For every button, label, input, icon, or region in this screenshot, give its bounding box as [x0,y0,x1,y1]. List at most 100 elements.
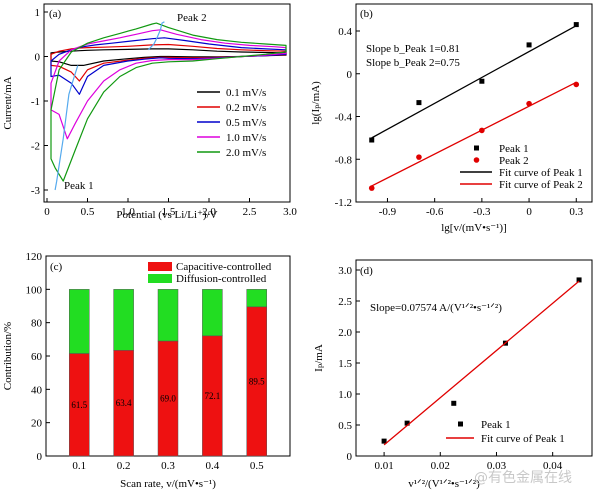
panel-b-ytick-label: 0.4 [338,26,352,38]
legend-label-2: Peak 2 [499,155,529,167]
panel-b: (b) -0.9 -0.6 -0.3 0 0.3 0.4 0 -0.4 -0.8 -1.2 Slo… [310,3,593,234]
panel-d-ylabel: Iₚ/mA [313,344,325,372]
legend-label-2: 0.2 mV/s [226,102,266,114]
peak-1-point [451,400,457,406]
panel-d-xtick-label: 0.02 [431,460,450,472]
diffusion-bar [202,289,223,337]
panel-c-ytick-label: 60 [31,351,43,363]
peak-1-point [404,420,410,426]
panel-a-xtick-label: 2.5 [243,206,257,218]
panel-b-ytick-label: -1.2 [335,197,352,209]
panel-b-ticks: -0.9 -0.6 -0.3 0 0.3 0.4 0 -0.4 -0.8 -1.2 [335,26,584,218]
panel-d-ticks: 0.01 0.02 0.03 0.04 3.0 2.5 2.0 1.5 1.0 0.5 0 [338,265,563,472]
panel-c-ytick-label: 0 [37,451,43,463]
panel-d-xtick-label: 0.04 [543,460,563,472]
panel-a-ytick-label: 1 [35,7,41,19]
panel-a-series [50,22,287,182]
slope-annotation: Slope=0.07574 A/(V¹ᐟ²•s⁻¹ᐟ²) [370,302,502,314]
panel-c-xtick-label: 0.4 [205,460,219,472]
panel-b-xlabel: lg[v/(mV•s⁻¹)] [441,222,507,234]
panel-c-ytick-label: 80 [31,318,43,330]
panel-a-xtick-label: 1.0 [121,206,135,218]
panel-a-xlabel: Potential (vs Li/Li⁺)/V [116,209,217,221]
panel-d-ytick-label: 0.5 [338,420,352,432]
panel-d-ytick-label: 1.0 [338,389,352,401]
panel-d-ytick-label: 0 [347,451,353,463]
peak-1-point [576,277,582,283]
panel-d-ytick-label: 3.0 [338,265,352,277]
panel-b-label: (b) [360,8,373,20]
legend-label-4: 1.0 mV/s [226,132,266,144]
panel-c-bars: 61.5 63.4 69.0 72.1 89.5 [69,289,267,457]
panel-a-ytick-label: -3 [31,185,41,197]
legend-label-3: 0.5 mV/s [226,117,266,129]
legend-label-1: Peak 1 [481,419,511,431]
panel-a-label: (a) [49,8,62,20]
panel-a-ytick-label: -1 [31,96,40,108]
peak-2-point [416,154,422,160]
fit-line-peak-1 [383,280,580,446]
panel-b-ytick-label: 0 [347,69,353,81]
panel-d-legend: Peak 1 Fit curve of Peak 1 [446,419,565,445]
panel-a-xtick-label: 3.0 [283,206,297,218]
slope-peak-1-annotation: Slope b_Peak 1=0.81 [366,43,460,55]
panel-b-series [368,22,580,191]
panel-c-xtick-label: 0.5 [250,460,264,472]
legend-label-5: 2.0 mV/s [226,147,266,159]
panel-b-xtick-label: 0.3 [569,206,583,218]
peak-1-point [369,137,375,143]
panel-a-ticks: 0 0.5 1.0 1.5 2.0 2.5 3.0 1 0 -1 -2 -3 [31,7,298,218]
capacitive-bar-value: 72.1 [204,391,220,401]
legend-label-3: Fit curve of Peak 1 [499,167,583,179]
peak-1-point [573,22,579,28]
panel-d-label: (d) [360,265,373,277]
legend-swatch-peak-2 [473,157,480,163]
diffusion-bar [157,289,179,342]
panel-a-frame [43,3,291,203]
capacitive-bar-value: 63.4 [116,398,132,408]
panel-d-frame [355,259,593,457]
panel-a-ytick-label: 0 [35,52,41,64]
peak-2-marker-line [147,21,165,51]
panel-c-xtick-label: 0.3 [161,460,175,472]
panel-b-xtick-label: -0.9 [379,206,397,218]
peak-2-point [368,185,375,191]
panel-a-xtick-label: 0.5 [81,206,95,218]
legend-swatch-peak-1 [458,421,463,427]
legend-label-1: 0.1 mV/s [226,87,266,99]
panel-d-ytick-label: 2.5 [338,296,352,308]
legend-label-1: Capacitive-controlled [176,261,272,273]
panel-c-label: (c) [50,261,63,273]
legend-label-4: Fit curve of Peak 2 [499,179,583,191]
panel-a-xtick-label: 2.0 [202,206,216,218]
panel-c-xtick-label: 0.2 [117,460,131,472]
diffusion-bar [246,289,267,308]
panel-d-series [381,277,582,446]
legend-label-1: Peak 1 [499,143,529,155]
panel-c-legend: Capacitive-controlledDiffusion-controlle… [148,261,272,285]
panel-a-xtick-label: 1.5 [162,206,176,218]
cv-curve-5 [50,22,287,182]
slope-peak-2-annotation: Slope b_Peak 2=0.75 [366,57,460,69]
cv-curve-3 [50,37,287,95]
legend-swatch-1 [148,262,172,271]
fit-line-1 [371,25,577,139]
panel-d-xtick-label: 0.01 [374,460,393,472]
panel-c-xtick-label: 0.1 [72,460,86,472]
legend-label-2: Fit curve of Peak 1 [481,433,565,445]
panel-b-xtick-label: -0.3 [473,206,491,218]
diffusion-bar [113,289,134,351]
panel-d-ytick-label: 1.5 [338,358,352,370]
panel-b-ylabel: lg(Iₚ/mA) [310,81,322,125]
peak-1-point [479,78,485,84]
panel-a-legend: 0.1 mV/s 0.2 mV/s 0.5 mV/s 1.0 mV/s 2.0 mV/s [197,87,266,159]
legend-swatch-2 [148,274,172,283]
peak-1-point [526,42,532,48]
peak-1-point [381,438,387,444]
panel-a-ylabel: Current/mA [2,76,14,129]
peak-1-marker-line [54,65,79,191]
panel-c-xlabel: Scan rate, v/(mV•s⁻¹) [120,478,216,490]
